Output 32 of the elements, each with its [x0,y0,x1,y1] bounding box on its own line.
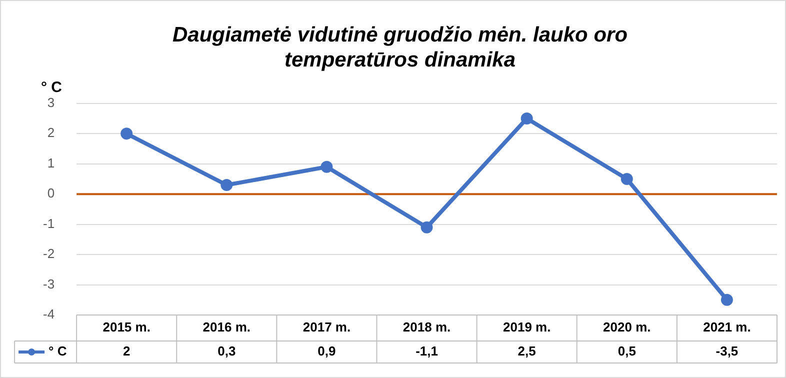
point [620,172,633,185]
data-label: -3,5 [716,344,738,359]
y-tick-label: 1 [47,155,55,170]
y-tick-label: -4 [42,306,55,322]
data-label: 0,9 [318,344,336,359]
x-tick-label: 2017 m. [302,320,351,335]
x-tick-label: 2019 m. [502,320,551,335]
data-label: -1,1 [416,344,438,359]
x-tick-label: 2021 m. [703,320,751,335]
data-label: 0,5 [618,344,636,359]
legend-label: ° C [48,344,68,359]
y-tick-label: -2 [42,246,55,262]
point [320,160,333,173]
x-tick-label: 2018 m. [402,320,451,335]
point [420,221,433,234]
point [120,128,133,140]
chart-title: Daugiametė vidutinė gruodžio mėn. lauko oro temperatūros dinamika [172,23,628,72]
point [220,179,233,192]
y-axis-title: ° C [41,79,62,96]
x-tick-label: 2020 m. [603,320,651,335]
x-tick-label: 2015 m. [102,320,150,335]
data-label: 2,5 [518,344,536,359]
data-label: 0,3 [218,344,236,359]
y-tick-label: -3 [42,276,55,292]
point [520,112,533,125]
x-tick-label: 2016 m. [202,320,251,335]
data-label: 2 [122,344,130,359]
point [720,294,733,306]
y-tick-label: 0 [47,186,55,201]
y-tick-label: -1 [42,216,55,231]
y-tick-label: 2 [47,125,55,140]
y-tick-label: 3 [47,94,55,110]
